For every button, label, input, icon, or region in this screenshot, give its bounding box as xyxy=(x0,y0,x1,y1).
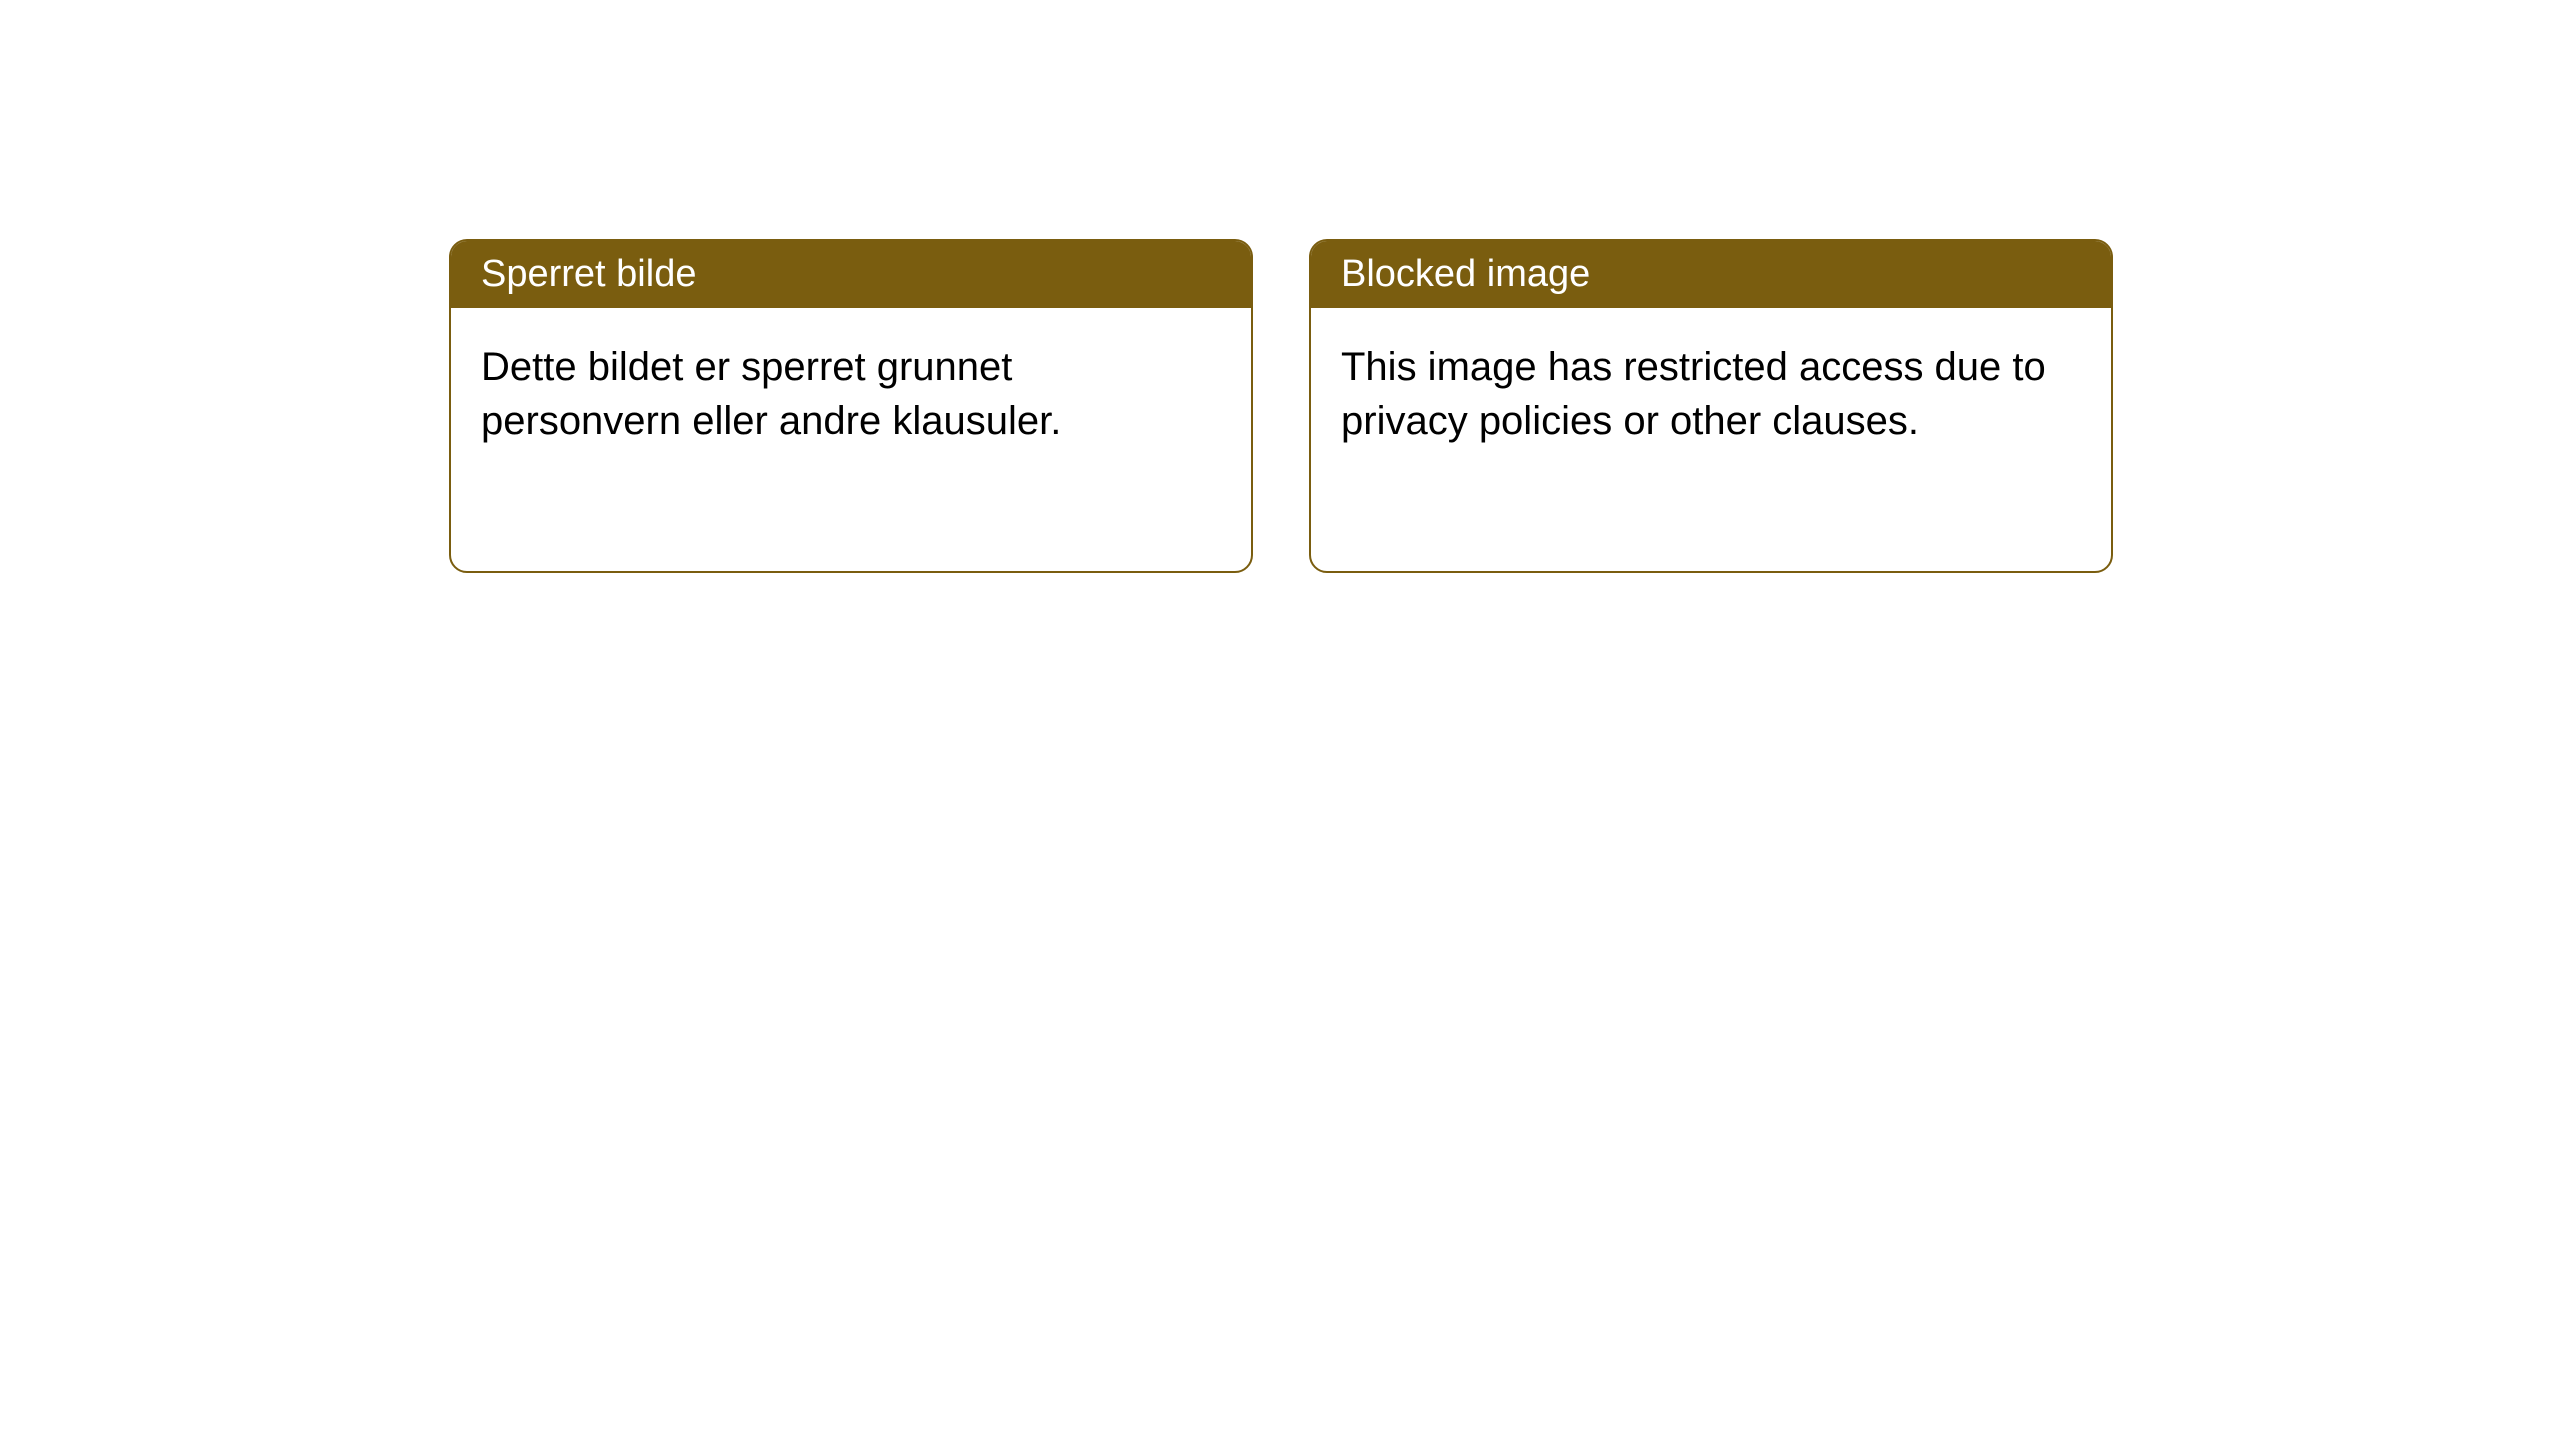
notice-cards-container: Sperret bilde Dette bildet er sperret gr… xyxy=(449,239,2113,573)
notice-card-body: Dette bildet er sperret grunnet personve… xyxy=(451,308,1251,480)
notice-card-title: Sperret bilde xyxy=(451,241,1251,308)
notice-card-title: Blocked image xyxy=(1311,241,2111,308)
notice-card-body: This image has restricted access due to … xyxy=(1311,308,2111,480)
notice-card-norwegian: Sperret bilde Dette bildet er sperret gr… xyxy=(449,239,1253,573)
notice-card-english: Blocked image This image has restricted … xyxy=(1309,239,2113,573)
